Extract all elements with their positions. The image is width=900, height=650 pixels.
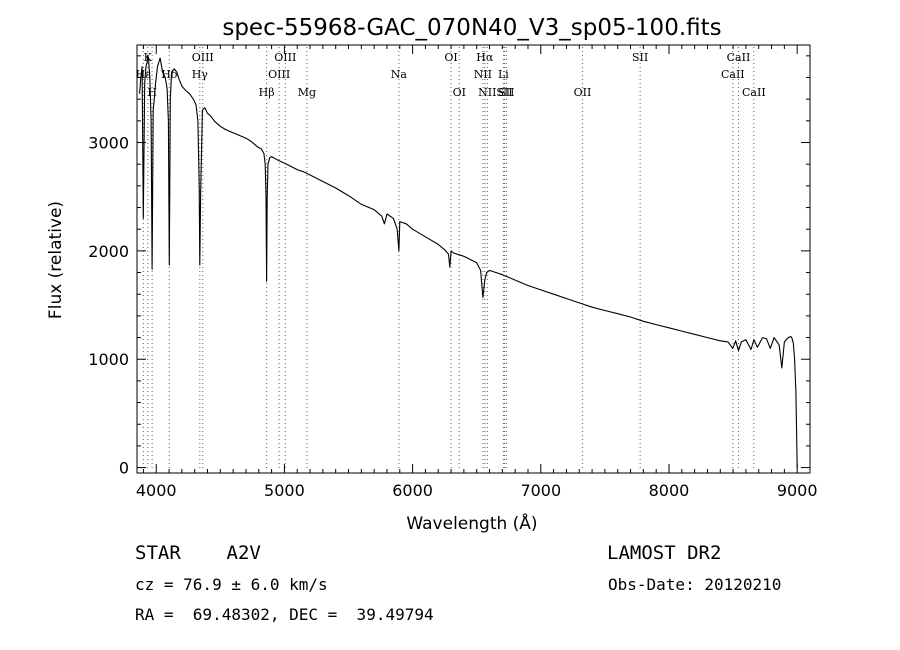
line-label: Hα — [476, 51, 494, 64]
plot-frame — [136, 44, 811, 474]
line-label: CaII — [721, 68, 745, 81]
line-label: NII — [474, 68, 492, 81]
line-label: Hβ — [259, 86, 275, 99]
y-tick-label: 1000 — [88, 350, 129, 369]
axis-ticks: 4000 5000 6000 7000 8000 9000 0 1000 2000 3000 — [88, 45, 818, 500]
line-label: OI — [444, 51, 457, 64]
x-tick-label: 9000 — [777, 481, 818, 500]
line-label: Na — [391, 68, 408, 81]
line-label: NII — [478, 86, 496, 99]
y-tick-label: 3000 — [88, 134, 129, 153]
line-label: Hγ — [192, 68, 209, 81]
line-label: OI — [453, 86, 466, 99]
x-tick-label: 5000 — [264, 481, 305, 500]
chart-title: spec-55968-GAC_070N40_V3_sp05-100.fits — [222, 15, 721, 41]
x-tick-label: 8000 — [649, 481, 690, 500]
line-label: CaII — [727, 51, 751, 64]
line-label: Mg — [298, 86, 316, 99]
object-type: STAR A2V — [135, 542, 261, 564]
survey-name: LAMOST DR2 — [607, 542, 722, 564]
line-label: OII — [574, 86, 592, 99]
line-label: OIII — [274, 51, 296, 64]
y-axis-label: Flux (relative) — [46, 201, 66, 319]
observation-date: Obs-Date: 20120210 — [608, 575, 782, 594]
series-group — [139, 55, 798, 468]
line-label: OIII — [192, 51, 214, 64]
line-label: H — [147, 86, 157, 99]
x-tick-label: 6000 — [392, 481, 433, 500]
coordinates: RA = 69.48302, DEC = 39.49794 — [135, 605, 434, 624]
y-tick-label: 2000 — [88, 242, 129, 261]
spectrum-line — [139, 55, 798, 468]
line-label: SII — [496, 86, 512, 99]
line-label: OIII — [268, 68, 290, 81]
y-tick-label: 0 — [119, 459, 129, 478]
line-label: CaII — [742, 86, 766, 99]
redshift-cz: cz = 76.9 ± 6.0 km/s — [135, 575, 328, 594]
line-label: SII — [632, 51, 648, 64]
line-label: Li — [498, 68, 509, 81]
line-label: SII — [498, 86, 514, 99]
x-tick-label: 7000 — [520, 481, 561, 500]
x-tick-label: 4000 — [136, 481, 177, 500]
x-axis-label: Wavelength (Å) — [406, 512, 537, 534]
